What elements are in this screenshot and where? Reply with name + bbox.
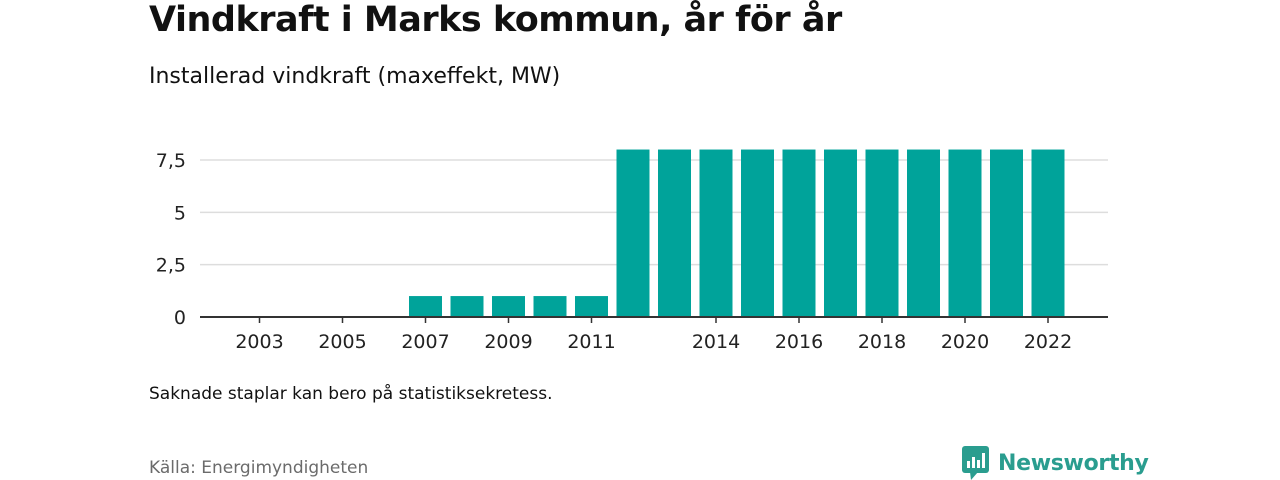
source-credit: Källa: Energimyndigheten (149, 458, 369, 478)
bar-2016 (782, 149, 816, 317)
bar-2013 (658, 149, 691, 317)
bar-2007 (409, 296, 442, 317)
y-tick-label: 0 (174, 307, 186, 329)
footnote: Saknade staplar kan bero på statistiksek… (149, 384, 553, 404)
x-tick-label: 2009 (484, 331, 532, 353)
x-tick-label: 2003 (235, 331, 283, 353)
x-tick-label: 2022 (1024, 331, 1072, 353)
x-tick-label: 2011 (567, 331, 615, 353)
y-tick-label: 2,5 (156, 255, 186, 277)
x-tick-label: 2005 (318, 331, 366, 353)
y-tick-label: 7,5 (156, 150, 186, 172)
x-tick-label: 2018 (858, 331, 906, 353)
bar-2021 (990, 149, 1023, 317)
bar-2012 (616, 149, 650, 317)
newsworthy-brand: Newsworthy (962, 446, 1149, 480)
bar-2018 (865, 149, 899, 317)
bar-chart: 0 2,5 5 7,5 2003 2005 2007 2009 2011 2014 2016 2018… (156, 149, 1108, 353)
bar-2014 (699, 149, 733, 317)
axes: 0 2,5 5 7,5 2003 2005 2007 2009 2011 2014 2016 2018… (156, 150, 1108, 353)
chart-title: Vindkraft i Marks kommun, år för år (149, 0, 842, 40)
bar-2017 (824, 149, 857, 317)
x-tick-label: 2007 (401, 331, 449, 353)
bar-2020 (948, 149, 982, 317)
bar-2009 (492, 296, 525, 317)
bars (409, 149, 1065, 317)
bar-2010 (533, 296, 567, 317)
x-tick-label: 2016 (775, 331, 823, 353)
chart-subtitle: Installerad vindkraft (maxeffekt, MW) (149, 64, 561, 89)
y-tick-label: 5 (174, 202, 186, 224)
x-tick-label: 2020 (941, 331, 989, 353)
x-tick-label: 2014 (692, 331, 740, 353)
bar-2011 (575, 296, 608, 317)
bar-2019 (907, 149, 940, 317)
bar-2008 (450, 296, 484, 317)
brand-name: Newsworthy (998, 450, 1149, 476)
newsworthy-logo-icon (962, 446, 989, 480)
bar-2015 (741, 149, 774, 317)
bar-2022 (1031, 149, 1065, 317)
